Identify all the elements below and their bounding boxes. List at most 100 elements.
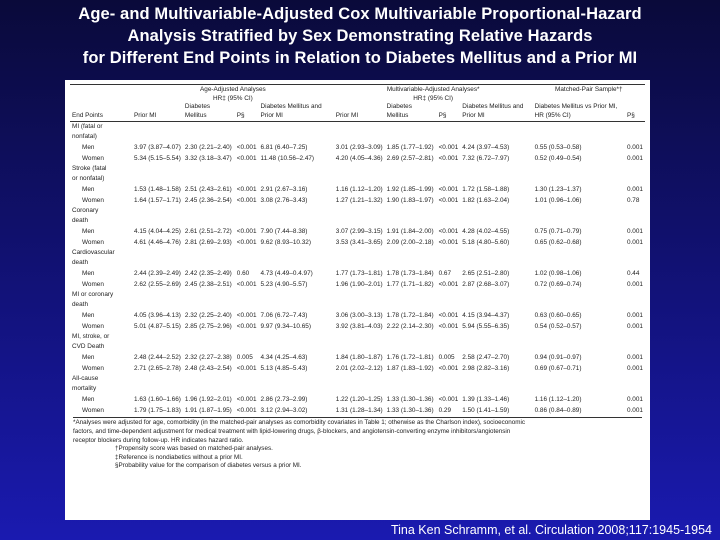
section-label-row: CVD Death xyxy=(70,342,645,352)
section-label: mortality xyxy=(72,384,97,392)
table-cell: 11.48 (10.56–2.47) xyxy=(260,154,315,162)
footnote-line: receptor blockers during follow-up. HR i… xyxy=(73,436,244,444)
column-header: Diabetes Mellitus xyxy=(384,103,437,123)
table-cell: 2.86 (2.73–2.99) xyxy=(260,395,308,403)
table-row: Men 4.15 (4.04–4.25) 2.61 (2.51–2.72) <0.00… xyxy=(70,226,645,237)
table-cell: 0.001 xyxy=(626,395,643,403)
table-cell: 0.001 xyxy=(626,322,643,330)
table-cell: 0.001 xyxy=(626,311,643,319)
footnote-line: *Analyses were adjusted for age, comorbi… xyxy=(73,419,526,427)
table-cell: 1.16 (1.12–1.20) xyxy=(534,395,582,403)
table-cell: 6.81 (6.40–7.25) xyxy=(260,143,308,151)
section-label: nonfatal) xyxy=(72,132,97,140)
table-cell: 4.20 (4.05–4.36) xyxy=(335,154,383,162)
column-header: P§ xyxy=(436,103,461,123)
table-cell: 2.09 (2.00–2.18) xyxy=(386,238,434,246)
table-cell: 1.27 (1.21–1.32) xyxy=(335,196,383,204)
section-label-row: All-cause xyxy=(70,374,645,384)
table-row: Women 5.01 (4.87–5.15) 2.85 (2.75–2.96) <0.… xyxy=(70,321,645,332)
table-cell: 2.44 (2.39–2.49) xyxy=(134,269,181,277)
row-label: Men xyxy=(82,143,95,151)
table-cell: 0.001 xyxy=(626,280,643,288)
table-cell: 0.001 xyxy=(626,154,643,162)
section-label: death xyxy=(72,216,88,224)
table-cell: 2.65 (2.51–2.80) xyxy=(462,269,510,277)
group-header-multi: Multivariable-Adjusted Analyses* HR‡ (95… xyxy=(334,85,533,104)
table-cell: 0.69 (0.67–0.71) xyxy=(534,364,582,372)
footnote-line: ‡Reference is nondiabetics without a pri… xyxy=(115,453,243,461)
table-cell: 1.76 (1.72–1.81) xyxy=(386,353,434,361)
table-cell: 1.78 (1.72–1.84) xyxy=(386,311,434,319)
column-header: Diabetes Mellitus vs Prior MI, HR (95% C… xyxy=(532,103,625,123)
section-label-row: death xyxy=(70,258,645,268)
section-label: or nonfatal) xyxy=(72,174,105,182)
table-cell: 1.30 (1.23–1.37) xyxy=(534,185,582,193)
table-cell: 0.001 xyxy=(626,353,643,361)
table-cell: 2.71 (2.65–2.78) xyxy=(134,364,181,372)
table-cell: 3.07 (2.99–3.15) xyxy=(335,227,383,235)
section-label: Stroke (fatal xyxy=(72,165,107,173)
table-cell: <0.001 xyxy=(236,238,257,246)
section-label: MI, stroke, or xyxy=(72,333,110,341)
table-cell: 5.23 (4.90–5.57) xyxy=(260,280,308,288)
table-cell: <0.001 xyxy=(438,311,459,319)
table-cell: 7.06 (6.72–7.43) xyxy=(260,311,308,319)
table-cell: 3.97 (3.87–4.07) xyxy=(134,143,181,151)
row-label: Women xyxy=(82,322,104,330)
table-cell: 2.58 (2.47–2.70) xyxy=(462,353,510,361)
table-cell: 2.45 (2.36–2.54) xyxy=(184,196,232,204)
table-cell: 4.15 (3.94–4.37) xyxy=(462,311,510,319)
table-cell: 1.77 (1.73–1.81) xyxy=(335,269,383,277)
table-cell: 3.08 (2.76–3.43) xyxy=(260,196,308,204)
table-cell: 1.90 (1.83–1.97) xyxy=(386,196,434,204)
table-panel: Age-Adjusted Analyses HR‡ (95% CI) Multi… xyxy=(65,80,650,520)
column-header: Diabetes Mellitus and Prior MI xyxy=(258,103,334,123)
table-cell: 3.12 (2.94–3.02) xyxy=(260,406,308,414)
table-cell: <0.001 xyxy=(236,185,257,193)
table-cell: 0.001 xyxy=(626,185,643,193)
table-cell: 1.72 (1.58–1.88) xyxy=(462,185,510,193)
section-label-row: mortality xyxy=(70,384,645,394)
table-cell: 3.06 (3.00–3.13) xyxy=(335,311,383,319)
table-cell: 1.78 (1.73–1.84) xyxy=(386,269,434,277)
table-cell: <0.001 xyxy=(236,406,257,414)
section-label-row: nonfatal) xyxy=(70,132,645,142)
table-cell: 2.91 (2.67–3.16) xyxy=(260,185,308,193)
table-cell: 1.91 (1.87–1.95) xyxy=(184,406,232,414)
table-cell: 1.33 (1.30–1.36) xyxy=(386,395,434,403)
table-cell: 1.79 (1.75–1.83) xyxy=(134,406,181,414)
table-cell: <0.001 xyxy=(236,322,257,330)
table-cell: <0.001 xyxy=(236,154,257,162)
section-label-row: MI (fatal or xyxy=(70,122,645,132)
table-cell: 1.22 (1.20–1.25) xyxy=(335,395,383,403)
table-cell: 2.42 (2.35–2.49) xyxy=(184,269,232,277)
section-label-row: MI or coronary xyxy=(70,290,645,300)
group-header-age-hr: HR‡ (95% CI) xyxy=(212,94,253,102)
table-row: Men 1.53 (1.48–1.58) 2.51 (2.43–2.61) <0.00… xyxy=(70,184,645,195)
table-cell: 9.62 (8.93–10.32) xyxy=(260,238,311,246)
table-cell: 1.92 (1.85–1.99) xyxy=(386,185,434,193)
table-cell: 7.90 (7.44–8.38) xyxy=(260,227,308,235)
table-cell: 1.02 (0.98–1.06) xyxy=(534,269,582,277)
column-header: Diabetes Mellitus and Prior MI xyxy=(460,103,533,123)
table-cell: <0.001 xyxy=(438,227,459,235)
table-cell: 0.60 xyxy=(236,269,250,277)
table-cell: 0.005 xyxy=(438,353,455,361)
table-cell: 4.34 (4.25–4.63) xyxy=(260,353,308,361)
footnote-line: †Propensity score was based on matched-p… xyxy=(115,445,273,453)
table-cell: 2.45 (2.38–2.51) xyxy=(184,280,232,288)
section-label: death xyxy=(72,300,88,308)
table-cell: 3.01 (2.93–3.09) xyxy=(335,143,383,151)
table-cell: 0.44 xyxy=(626,269,640,277)
table-cell: 1.77 (1.71–1.82) xyxy=(386,280,434,288)
table-cell: 1.85 (1.77–1.92) xyxy=(386,143,434,151)
table-cell: 4.28 (4.02–4.55) xyxy=(462,227,510,235)
column-header: P§ xyxy=(624,103,645,123)
table-cell: <0.001 xyxy=(236,227,257,235)
row-label: Women xyxy=(82,364,104,372)
section-label: MI or coronary xyxy=(72,291,114,299)
table-row: Men 4.05 (3.96–4.13) 2.32 (2.25–2.40) <0.00… xyxy=(70,310,645,321)
table-cell: 1.82 (1.63–2.04) xyxy=(462,196,510,204)
group-header-multi-hr: HR‡ (95% CI) xyxy=(413,94,454,102)
table-cell: 0.55 (0.53–0.58) xyxy=(534,143,582,151)
